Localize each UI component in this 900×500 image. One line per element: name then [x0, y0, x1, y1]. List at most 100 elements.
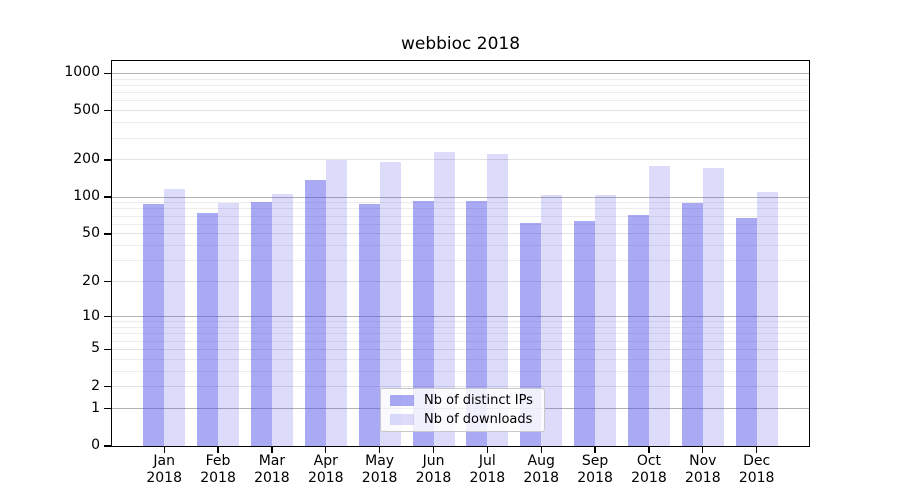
legend-label-distinct-ips: Nb of distinct IPs [424, 392, 533, 408]
x-tick-jul [486, 447, 488, 453]
y-tick-label-50: 50 [82, 224, 100, 241]
x-tick-label-mar: Mar 2018 [254, 453, 290, 486]
y-tick-label-10: 10 [82, 307, 100, 324]
bar-downloads-apr [325, 159, 347, 446]
bar-downloads-aug [541, 195, 563, 446]
bar-distinct-ips-jul [466, 200, 488, 446]
y-tick-label-1000: 1000 [64, 64, 100, 81]
gridline-700 [112, 92, 809, 94]
bar-downloads-sep [595, 194, 617, 446]
gridline-300 [112, 137, 809, 139]
x-tick-label-jul: Jul 2018 [469, 453, 506, 486]
gridline-40 [112, 245, 809, 247]
gridline-70 [112, 215, 809, 217]
y-tick-label-200: 200 [73, 150, 100, 167]
bar-downloads-jul [487, 154, 509, 446]
gridline-400 [112, 122, 809, 124]
x-tick-label-apr: Apr 2018 [307, 453, 344, 486]
bar-downloads-jun [433, 151, 455, 446]
x-tick-label-oct: Oct 2018 [631, 453, 667, 486]
gridline-50 [112, 233, 809, 235]
bar-distinct-ips-jan [143, 204, 165, 446]
chart-title: webbioc 2018 [400, 34, 521, 54]
bar-distinct-ips-apr [304, 180, 326, 446]
legend-item-downloads: Nb of downloads [390, 412, 544, 428]
bar-downloads-feb [218, 202, 240, 446]
gridline-3 [112, 370, 809, 372]
y-tick-5 [104, 348, 111, 350]
gridline-1000 [112, 72, 809, 74]
x-tick-aug [540, 447, 542, 453]
y-tick-20 [104, 281, 111, 283]
y-tick-label-100: 100 [73, 188, 100, 205]
bar-distinct-ips-jun [412, 200, 434, 446]
y-tick-50 [104, 233, 111, 235]
x-tick-nov [702, 447, 704, 453]
bar-downloads-jan [164, 189, 186, 446]
x-tick-dec [756, 447, 758, 453]
legend-label-downloads: Nb of downloads [424, 412, 533, 428]
gridline-90 [112, 202, 809, 204]
gridline-60 [112, 223, 809, 225]
y-tick-200 [104, 159, 111, 161]
bars-layer [112, 61, 809, 446]
x-tick-may [379, 447, 381, 453]
y-tick-100 [104, 196, 111, 198]
x-tick-jun [432, 447, 435, 453]
legend-swatch-distinct-ips [390, 394, 414, 406]
gridline-30 [112, 260, 809, 262]
gridline-100 [112, 196, 809, 198]
bar-downloads-dec [756, 192, 778, 446]
y-tick-10 [104, 316, 111, 318]
x-tick-apr [325, 447, 327, 453]
x-tick-label-aug: Aug 2018 [523, 453, 560, 486]
gridline-600 [112, 100, 809, 102]
x-tick-label-may: May 2018 [361, 453, 398, 486]
x-tick-sep [594, 447, 596, 453]
bar-downloads-mar [271, 193, 293, 446]
gridline-200 [112, 159, 809, 161]
legend: Nb of distinct IPs Nb of downloads [380, 388, 545, 432]
gridline-800 [112, 84, 809, 86]
legend-swatch-downloads [390, 414, 414, 426]
legend-item-distinct-ips: Nb of distinct IPs [390, 392, 544, 408]
y-tick-1 [104, 408, 111, 410]
gridline-7 [112, 333, 809, 335]
y-tick-label-20: 20 [82, 272, 100, 289]
gridline-20 [112, 281, 809, 283]
gridline-8 [112, 326, 809, 328]
gridline-9 [112, 321, 809, 323]
bar-distinct-ips-nov [681, 202, 703, 446]
bar-distinct-ips-dec [735, 218, 757, 446]
gridline-2 [112, 386, 809, 388]
x-tick-label-jun: Jun 2018 [415, 453, 452, 486]
y-tick-0 [104, 445, 111, 447]
y-tick-500 [104, 110, 111, 112]
x-tick-label-sep: Sep 2018 [577, 453, 613, 486]
y-tick-label-1: 1 [91, 399, 100, 416]
x-tick-label-dec: Dec 2018 [738, 453, 775, 486]
y-tick-1000 [104, 72, 111, 74]
bar-distinct-ips-sep [574, 220, 596, 446]
gridline-6 [112, 340, 809, 342]
x-tick-oct [648, 447, 650, 453]
gridline-80 [112, 208, 809, 210]
y-tick-label-2: 2 [91, 377, 100, 394]
x-tick-jan [163, 447, 165, 453]
x-tick-label-feb: Feb 2018 [200, 453, 236, 486]
x-tick-feb [217, 447, 219, 453]
x-tick-mar [271, 447, 273, 453]
bar-distinct-ips-oct [627, 215, 649, 446]
bar-downloads-nov [702, 168, 724, 446]
gridline-4 [112, 358, 809, 360]
y-tick-label-0: 0 [91, 437, 100, 453]
gridline-500 [112, 110, 809, 112]
gridline-5 [112, 348, 809, 350]
x-tick-label-nov: Nov 2018 [684, 453, 721, 486]
y-tick-label-500: 500 [73, 101, 100, 118]
bar-downloads-oct [648, 165, 670, 446]
gridline-900 [112, 78, 809, 80]
x-tick-label-jan: Jan 2018 [146, 453, 182, 486]
bar-distinct-ips-feb [197, 213, 219, 446]
